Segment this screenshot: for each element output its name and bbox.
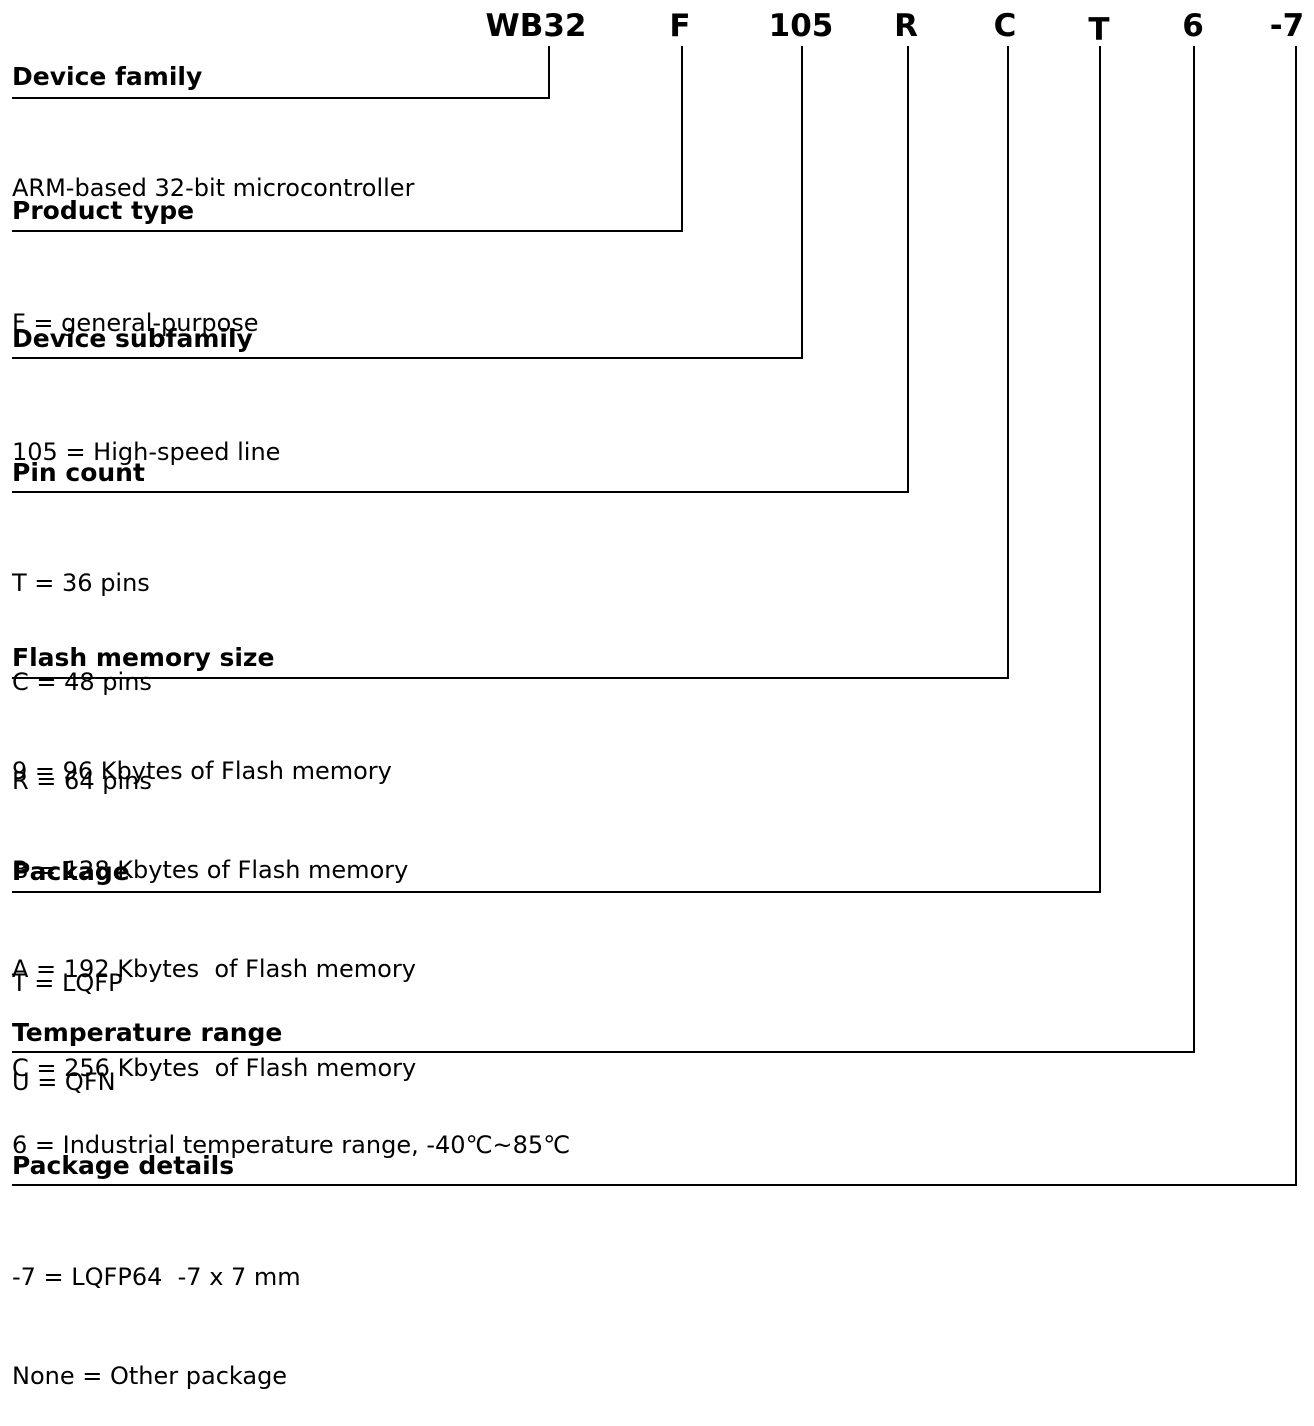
desc-line: 6 = Industrial temperature range, -40℃~8…	[12, 1131, 571, 1159]
desc-line: R = 64 pins	[12, 767, 152, 795]
code-segment-subfamily: 105	[768, 8, 834, 44]
desc-line: U = QFN	[12, 1068, 116, 1096]
connector-pin-count	[12, 46, 909, 493]
section-title-package: Package	[12, 857, 130, 886]
connector-package-details	[12, 46, 1297, 1186]
code-segment-flash-size: C	[993, 8, 1017, 44]
desc-line: C = 256 Kbytes of Flash memory	[12, 1054, 417, 1082]
code-segment-package-details: -7	[1269, 8, 1305, 44]
desc-line: -7 = LQFP64 -7 x 7 mm	[12, 1263, 301, 1291]
desc-line: A = 192 Kbytes of Flash memory	[12, 955, 416, 983]
desc-line: 105 = High-speed line	[12, 438, 281, 466]
connector-flash-memory-size	[12, 46, 1009, 679]
desc-line: 9 = 96 Kbytes of Flash memory	[12, 757, 392, 785]
section-title-device-family: Device family	[12, 62, 203, 91]
connector-device-subfamily	[12, 46, 803, 359]
section-title-package-details: Package details	[12, 1151, 235, 1180]
connector-lines	[12, 46, 1297, 1186]
section-desc-temperature-range: 6 = Industrial temperature range, -40℃~8…	[12, 1063, 570, 1195]
code-segment-family: WB32	[485, 8, 587, 44]
desc-line: None = Other package	[12, 1362, 288, 1390]
section-desc-package: T = LQFP U = QFN	[12, 901, 123, 1132]
connector-package	[12, 46, 1101, 893]
section-title-product-type: Product type	[12, 196, 195, 225]
connector-temperature-range	[12, 46, 1195, 1053]
code-segment-temperature: 6	[1182, 8, 1204, 44]
desc-line: B = 128 Kbytes of Flash memory	[12, 856, 409, 884]
section-desc-device-subfamily: 105 = High-speed line	[12, 370, 280, 502]
connector-device-family	[12, 46, 550, 99]
section-title-temperature-range: Temperature range	[12, 1018, 283, 1047]
code-segment-package: T	[1088, 12, 1110, 48]
desc-line: T = 36 pins	[12, 569, 150, 597]
section-title-flash-memory-size: Flash memory size	[12, 643, 275, 672]
code-segment-pin-count: R	[894, 8, 918, 44]
connector-product-type	[12, 46, 683, 232]
code-segment-product-type: F	[669, 8, 691, 44]
section-desc-flash-memory-size: 9 = 96 Kbytes of Flash memory B = 128 Kb…	[12, 689, 416, 1118]
section-desc-package-details: -7 = LQFP64 -7 x 7 mm None = Other packa…	[12, 1195, 301, 1426]
section-title-device-subfamily: Device subfamily	[12, 324, 253, 353]
section-desc-device-family: ARM-based 32-bit microcontroller	[12, 106, 414, 238]
desc-line: F = general-purpose	[12, 309, 259, 337]
desc-line: C = 48 pins	[12, 668, 152, 696]
section-desc-product-type: F = general-purpose	[12, 241, 259, 373]
section-title-pin-count: Pin count	[12, 458, 145, 487]
desc-line: T = LQFP	[12, 969, 123, 997]
desc-line: ARM-based 32-bit microcontroller	[12, 174, 415, 202]
section-desc-pin-count: T = 36 pins C = 48 pins R = 64 pins	[12, 501, 152, 831]
